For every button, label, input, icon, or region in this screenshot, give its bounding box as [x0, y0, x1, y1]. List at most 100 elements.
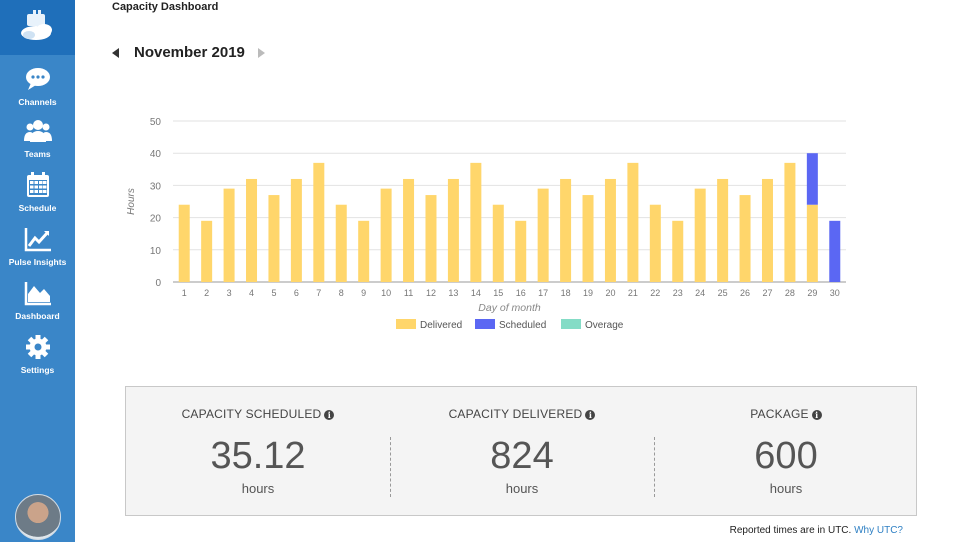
legend-swatch — [396, 319, 416, 329]
bar-delivered — [447, 178, 459, 282]
bar-delivered — [739, 195, 751, 282]
y-tick-label: 40 — [150, 149, 162, 160]
utc-footnote: Reported times are in UTC. Why UTC? — [730, 525, 903, 536]
info-icon[interactable]: i — [324, 410, 335, 420]
why-utc-link[interactable]: Why UTC? — [854, 525, 903, 536]
x-tick-label: 7 — [316, 288, 321, 298]
bar-delivered — [649, 204, 661, 282]
stat-package: PACKAGE i 600 hours — [654, 387, 918, 517]
stat-label: CAPACITY DELIVERED — [448, 407, 583, 421]
bar-delivered — [201, 220, 213, 282]
sidebar-item-label: Channels — [18, 97, 57, 107]
calendar-icon — [26, 172, 49, 197]
stat-unit: hours — [241, 481, 275, 496]
footnote-text: Reported times are in UTC. — [729, 525, 852, 536]
x-tick-label: 19 — [583, 288, 593, 298]
bar-delivered — [627, 162, 639, 282]
bar-delivered — [761, 178, 773, 282]
stat-value: 35.12 — [210, 435, 306, 477]
x-tick-label: 21 — [628, 288, 638, 298]
x-tick-label: 18 — [561, 288, 571, 298]
x-tick-label: 2 — [204, 288, 209, 298]
stat-divider — [654, 437, 655, 497]
legend-label: Delivered — [420, 320, 462, 331]
avatar[interactable] — [15, 494, 61, 540]
current-month: November 2019 — [134, 44, 245, 61]
sidebar-item-channels[interactable]: Channels — [0, 65, 75, 107]
bar-delivered — [560, 178, 572, 282]
x-tick-label: 25 — [718, 288, 728, 298]
stat-capacity-scheduled: CAPACITY SCHEDULED i 35.12 hours — [126, 387, 390, 517]
x-tick-label: 5 — [271, 288, 276, 298]
sidebar-item-pulse-insights[interactable]: Pulse Insights — [0, 225, 75, 267]
sidebar-item-label: Pulse Insights — [8, 257, 67, 267]
previous-month-icon[interactable] — [112, 48, 119, 58]
stat-label: CAPACITY SCHEDULED — [181, 407, 322, 421]
y-axis-label: Hours — [126, 188, 137, 215]
stat-divider — [390, 437, 391, 497]
bar-delivered — [425, 195, 437, 282]
x-tick-label: 8 — [339, 288, 344, 298]
y-tick-label: 0 — [155, 278, 161, 289]
bar-delivered — [604, 178, 616, 282]
bar-delivered — [178, 204, 190, 282]
sidebar-item-label: Dashboard — [15, 311, 60, 321]
bar-delivered — [515, 220, 527, 282]
x-tick-label: 20 — [605, 288, 615, 298]
bar-delivered — [717, 178, 729, 282]
x-tick-label: 22 — [650, 288, 660, 298]
bar-delivered — [492, 204, 504, 282]
legend-swatch — [475, 319, 495, 329]
sidebar-item-dashboard[interactable]: Dashboard — [0, 279, 75, 321]
stat-heading: PACKAGE i — [654, 407, 918, 421]
bar-delivered — [380, 188, 392, 282]
line-chart-icon — [24, 228, 51, 252]
sidebar-item-schedule[interactable]: Schedule — [0, 171, 75, 213]
stat-value: 600 — [754, 435, 818, 477]
x-tick-label: 12 — [426, 288, 436, 298]
x-tick-label: 29 — [807, 288, 817, 298]
x-tick-label: 16 — [516, 288, 526, 298]
stat-label: PACKAGE — [750, 407, 809, 421]
page-title: Capacity Dashboard — [112, 1, 219, 13]
bar-delivered — [403, 178, 415, 282]
bar-delivered — [582, 195, 594, 282]
y-tick-label: 50 — [150, 117, 162, 128]
y-tick-label: 30 — [150, 181, 162, 192]
bar-delivered — [358, 220, 370, 282]
x-tick-label: 30 — [830, 288, 840, 298]
bar-delivered — [313, 162, 325, 282]
info-icon[interactable]: i — [811, 410, 822, 420]
x-tick-label: 10 — [381, 288, 391, 298]
x-axis-label: Day of month — [478, 302, 541, 314]
sidebar-item-label: Settings — [20, 365, 55, 375]
y-tick-label: 20 — [150, 214, 162, 225]
bar-delivered — [470, 162, 482, 282]
stat-unit: hours — [769, 481, 803, 496]
y-tick-label: 10 — [150, 246, 162, 257]
bar-delivered — [335, 204, 347, 282]
bar-delivered — [290, 178, 302, 282]
users-icon — [23, 120, 52, 142]
x-tick-label: 24 — [695, 288, 705, 298]
sidebar-item-label: Schedule — [18, 203, 57, 213]
sidebar-item-teams[interactable]: Teams — [0, 117, 75, 159]
stat-value: 824 — [490, 435, 554, 477]
legend-swatch — [561, 319, 581, 329]
x-tick-label: 1 — [182, 288, 187, 298]
chat-bubble-icon — [25, 68, 50, 90]
app-logo[interactable] — [0, 0, 75, 55]
bar-scheduled — [829, 220, 841, 282]
x-tick-label: 26 — [740, 288, 750, 298]
stats-panel: CAPACITY SCHEDULED i 35.12 hours CAPACITY… — [125, 386, 917, 516]
stat-heading: CAPACITY DELIVERED i — [390, 407, 654, 421]
stat-heading: CAPACITY SCHEDULED i — [126, 407, 390, 421]
next-month-icon[interactable] — [258, 48, 265, 58]
x-tick-label: 28 — [785, 288, 795, 298]
bar-delivered — [806, 204, 818, 282]
sidebar-item-settings[interactable]: Settings — [0, 333, 75, 375]
x-tick-label: 11 — [404, 288, 413, 298]
x-tick-label: 6 — [294, 288, 299, 298]
info-icon[interactable]: i — [585, 410, 596, 420]
